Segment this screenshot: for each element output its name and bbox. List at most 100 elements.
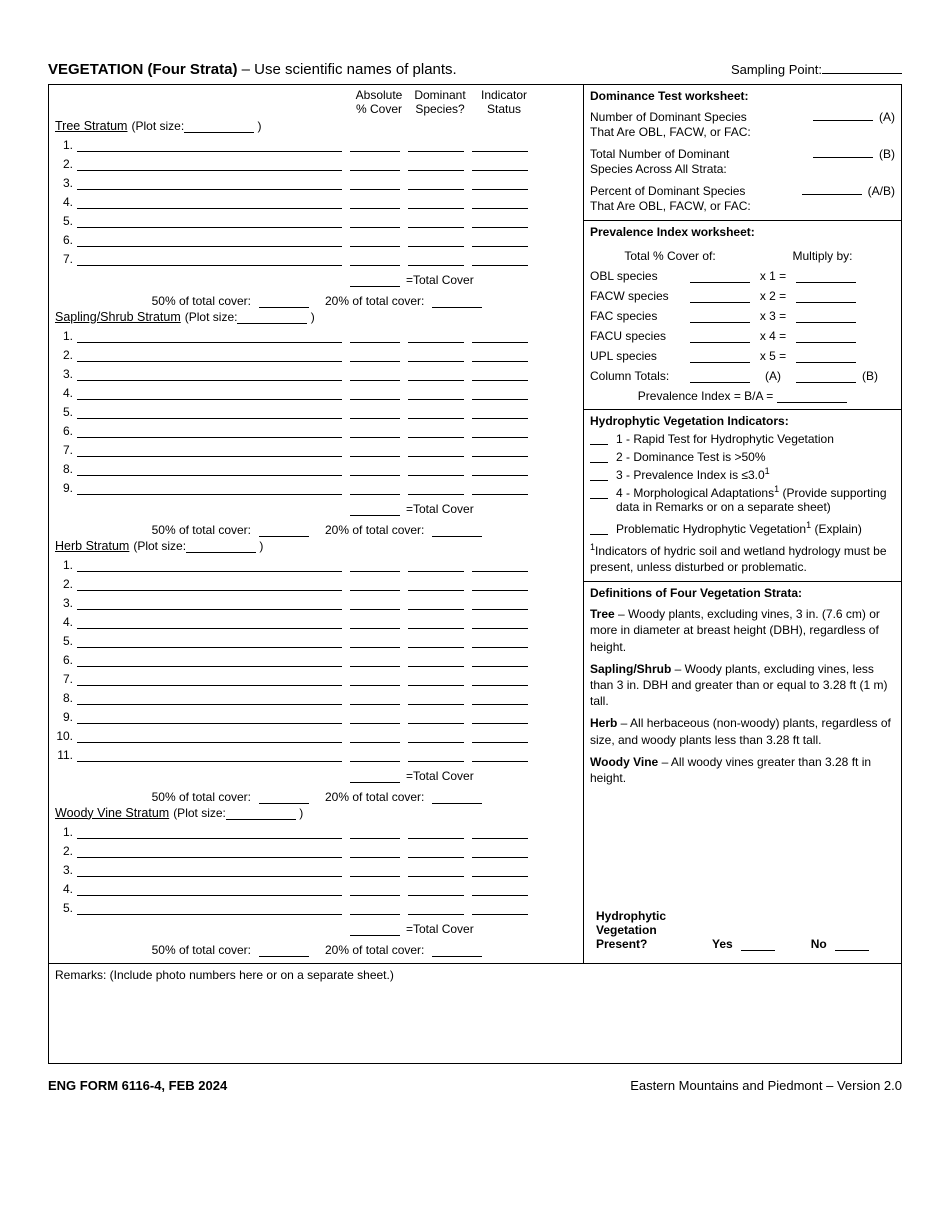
species-name-input[interactable]: [77, 672, 342, 686]
species-name-input[interactable]: [77, 233, 342, 247]
indicator-input[interactable]: [472, 386, 528, 400]
species-name-input[interactable]: [77, 195, 342, 209]
abs-cover-input[interactable]: [350, 615, 400, 629]
species-name-input[interactable]: [77, 252, 342, 266]
dominant-input[interactable]: [408, 691, 464, 705]
species-name-input[interactable]: [77, 882, 342, 896]
species-name-input[interactable]: [77, 424, 342, 438]
dominant-input[interactable]: [408, 481, 464, 495]
vine-plot-size[interactable]: [226, 806, 296, 820]
species-name-input[interactable]: [77, 176, 342, 190]
yes-input[interactable]: [741, 937, 775, 951]
indicator-input[interactable]: [472, 558, 528, 572]
dominant-input[interactable]: [408, 748, 464, 762]
abs-cover-input[interactable]: [350, 558, 400, 572]
indicator-input[interactable]: [472, 348, 528, 362]
dominant-input[interactable]: [408, 348, 464, 362]
dominant-input[interactable]: [408, 672, 464, 686]
dominant-input[interactable]: [408, 729, 464, 743]
species-name-input[interactable]: [77, 577, 342, 591]
species-name-input[interactable]: [77, 844, 342, 858]
abs-cover-input[interactable]: [350, 844, 400, 858]
dominant-input[interactable]: [408, 653, 464, 667]
indicator-input[interactable]: [472, 729, 528, 743]
tree-plot-size[interactable]: [184, 119, 254, 133]
abs-cover-input[interactable]: [350, 672, 400, 686]
sampling-point-input[interactable]: [822, 60, 902, 74]
dom-b-input[interactable]: [813, 144, 873, 158]
abs-cover-input[interactable]: [350, 901, 400, 915]
dominant-input[interactable]: [408, 214, 464, 228]
abs-cover-input[interactable]: [350, 157, 400, 171]
indicator-input[interactable]: [472, 195, 528, 209]
dominant-input[interactable]: [408, 176, 464, 190]
checkbox[interactable]: [590, 468, 608, 481]
dominant-input[interactable]: [408, 424, 464, 438]
indicator-input[interactable]: [472, 252, 528, 266]
abs-cover-input[interactable]: [350, 577, 400, 591]
indicator-input[interactable]: [472, 653, 528, 667]
species-name-input[interactable]: [77, 481, 342, 495]
indicator-input[interactable]: [472, 176, 528, 190]
dominant-input[interactable]: [408, 443, 464, 457]
no-input[interactable]: [835, 937, 869, 951]
abs-cover-input[interactable]: [350, 481, 400, 495]
dominant-input[interactable]: [408, 195, 464, 209]
species-name-input[interactable]: [77, 825, 342, 839]
dominant-input[interactable]: [408, 386, 464, 400]
species-name-input[interactable]: [77, 710, 342, 724]
indicator-input[interactable]: [472, 367, 528, 381]
species-name-input[interactable]: [77, 329, 342, 343]
species-name-input[interactable]: [77, 691, 342, 705]
total-cover-input[interactable]: [350, 502, 400, 516]
dominant-input[interactable]: [408, 405, 464, 419]
shrub-plot-size[interactable]: [237, 310, 307, 324]
dominant-input[interactable]: [408, 138, 464, 152]
abs-cover-input[interactable]: [350, 634, 400, 648]
abs-cover-input[interactable]: [350, 710, 400, 724]
indicator-input[interactable]: [472, 443, 528, 457]
total-cover-input[interactable]: [350, 273, 400, 287]
abs-cover-input[interactable]: [350, 596, 400, 610]
species-name-input[interactable]: [77, 596, 342, 610]
indicator-input[interactable]: [472, 577, 528, 591]
abs-cover-input[interactable]: [350, 348, 400, 362]
abs-cover-input[interactable]: [350, 691, 400, 705]
dominant-input[interactable]: [408, 901, 464, 915]
species-name-input[interactable]: [77, 615, 342, 629]
herb-plot-size[interactable]: [186, 539, 256, 553]
indicator-input[interactable]: [472, 157, 528, 171]
pct20-input[interactable]: [432, 523, 482, 537]
abs-cover-input[interactable]: [350, 729, 400, 743]
dominant-input[interactable]: [408, 157, 464, 171]
species-name-input[interactable]: [77, 157, 342, 171]
abs-cover-input[interactable]: [350, 825, 400, 839]
dominant-input[interactable]: [408, 558, 464, 572]
indicator-input[interactable]: [472, 615, 528, 629]
dominant-input[interactable]: [408, 596, 464, 610]
pct20-input[interactable]: [432, 943, 482, 957]
dominant-input[interactable]: [408, 634, 464, 648]
indicator-input[interactable]: [472, 691, 528, 705]
indicator-input[interactable]: [472, 462, 528, 476]
species-name-input[interactable]: [77, 443, 342, 457]
pct20-input[interactable]: [432, 294, 482, 308]
dominant-input[interactable]: [408, 329, 464, 343]
abs-cover-input[interactable]: [350, 214, 400, 228]
species-name-input[interactable]: [77, 634, 342, 648]
indicator-input[interactable]: [472, 214, 528, 228]
indicator-input[interactable]: [472, 672, 528, 686]
indicator-input[interactable]: [472, 901, 528, 915]
abs-cover-input[interactable]: [350, 138, 400, 152]
pct50-input[interactable]: [259, 523, 309, 537]
abs-cover-input[interactable]: [350, 252, 400, 266]
dominant-input[interactable]: [408, 710, 464, 724]
species-name-input[interactable]: [77, 729, 342, 743]
indicator-input[interactable]: [472, 233, 528, 247]
abs-cover-input[interactable]: [350, 233, 400, 247]
abs-cover-input[interactable]: [350, 405, 400, 419]
indicator-input[interactable]: [472, 138, 528, 152]
pct50-input[interactable]: [259, 943, 309, 957]
indicator-input[interactable]: [472, 882, 528, 896]
pct50-input[interactable]: [259, 294, 309, 308]
